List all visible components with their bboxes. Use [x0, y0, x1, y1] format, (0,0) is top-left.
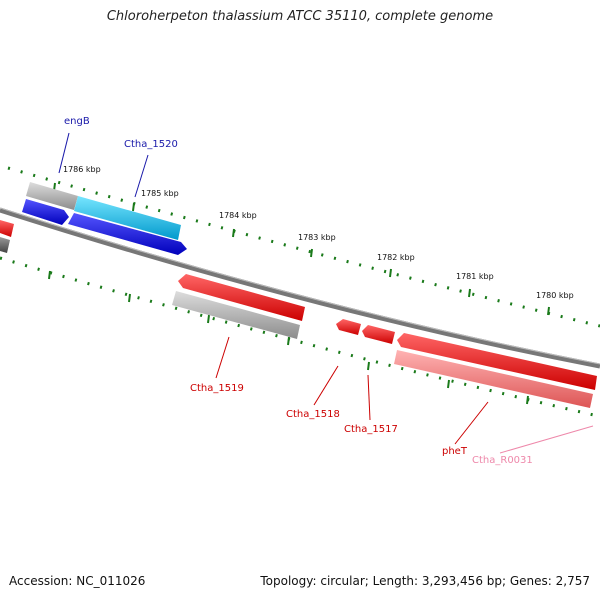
- ctha-r0031-rna-bar[interactable]: [394, 350, 593, 408]
- ctha-1517-gene-arrow[interactable]: [362, 325, 395, 344]
- ctha-1519-red-arrow[interactable]: [178, 274, 305, 321]
- ctha-1518-gene-arrow[interactable]: [336, 319, 361, 335]
- gene-label-ctha-1520[interactable]: Ctha_1520: [124, 139, 178, 150]
- gene-label-ctha-r0031[interactable]: Ctha_R0031: [472, 455, 533, 466]
- scale-label-1786: 1786 kbp: [63, 165, 101, 174]
- genome-backbone-highlight: [0, 207, 600, 365]
- genome-summary-text: Topology: circular; Length: 3,293,456 bp…: [260, 574, 590, 588]
- forward-gene-arrow-left[interactable]: [22, 199, 69, 225]
- genome-title: Chloroherpeton thalassium ATCC 35110, co…: [106, 9, 494, 24]
- genome-backbone: [0, 207, 600, 369]
- gene-label-ctha-1517[interactable]: Ctha_1517: [344, 424, 398, 435]
- scale-label-1783: 1783 kbp: [298, 233, 336, 242]
- inner-tick-track: [0, 256, 599, 418]
- engB-gene-arrow[interactable]: [26, 182, 78, 210]
- edge-gene-fragment-gray[interactable]: [0, 237, 10, 253]
- inner-major-ticks: [48, 270, 529, 405]
- edge-gene-fragment-red[interactable]: [0, 220, 14, 237]
- forward-gene-arrow-right[interactable]: [68, 213, 187, 255]
- gene-label-engB[interactable]: engB: [64, 116, 90, 127]
- gene-label-ctha-1519[interactable]: Ctha_1519: [190, 383, 244, 394]
- label-leader-lines: [58, 132, 594, 454]
- pheT-gene-arrow[interactable]: [397, 333, 597, 390]
- accession-text: Accession: NC_011026: [9, 574, 146, 588]
- scale-label-1780: 1780 kbp: [536, 291, 574, 300]
- scale-label-1781: 1781 kbp: [456, 272, 494, 281]
- scale-label-1782: 1782 kbp: [377, 253, 415, 262]
- gene-label-pheT[interactable]: pheT: [442, 446, 468, 457]
- ctha-1520-gene-arrow[interactable]: [74, 196, 181, 240]
- scale-label-1784: 1784 kbp: [219, 211, 257, 220]
- scale-label-1785: 1785 kbp: [141, 189, 179, 198]
- outer-tick-track: [7, 166, 600, 328]
- gene-label-ctha-1518[interactable]: Ctha_1518: [286, 409, 340, 420]
- ctha-1519-gray-arrow[interactable]: [172, 291, 300, 339]
